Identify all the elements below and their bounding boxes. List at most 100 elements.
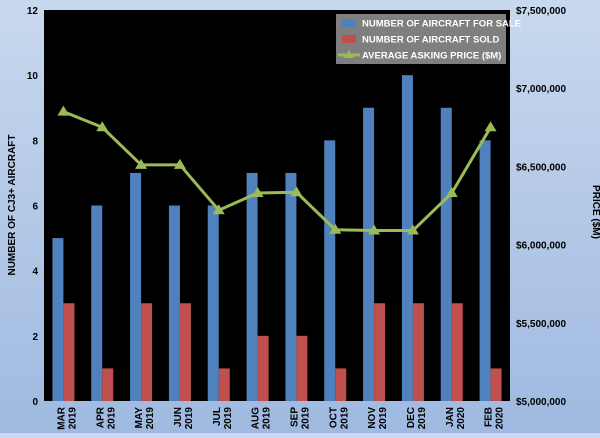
x-tick-year: 2019 — [417, 407, 428, 430]
price-point — [57, 105, 70, 116]
legend-label: NUMBER OF AIRCRAFT SOLD — [362, 35, 500, 46]
bar-for-sale — [52, 238, 64, 401]
x-tick-year: 2019 — [145, 407, 156, 430]
bar-for-sale — [479, 140, 491, 402]
y2-tick-label: $6,000,000 — [516, 241, 566, 252]
x-tick-year: 2019 — [184, 407, 195, 430]
price-point — [368, 224, 381, 235]
y2-tick-label: $7,500,000 — [516, 6, 566, 17]
left-axis-ticks: 0 2 4 6 8 10 12 — [27, 6, 39, 408]
y-tick-label: 8 — [32, 136, 38, 147]
price-point — [96, 121, 109, 132]
x-tick-label: SEP2019 — [289, 407, 311, 430]
bar-sold — [451, 303, 463, 401]
price-point — [212, 204, 225, 215]
x-tick-year: 2019 — [262, 407, 273, 430]
x-tick-year: 2019 — [67, 407, 78, 430]
x-tick-month: DEC — [406, 407, 417, 428]
y-tick-label: 12 — [27, 6, 39, 17]
x-tick-month: FEB — [484, 407, 495, 427]
bar-sold — [374, 303, 386, 401]
x-tick-year: 2020 — [456, 407, 467, 430]
plot-area — [44, 10, 510, 401]
x-tick-month: OCT — [328, 407, 339, 428]
x-tick-year: 2019 — [106, 407, 117, 430]
y-tick-label: 2 — [32, 332, 38, 343]
bar-for-sale — [401, 75, 413, 402]
price-point — [135, 158, 148, 169]
legend-marker — [344, 50, 354, 58]
legend-box — [336, 14, 506, 64]
bar-sold — [63, 303, 75, 401]
bar-for-sale — [285, 172, 297, 401]
bar-for-sale — [324, 140, 336, 402]
y2-tick-label: $5,500,000 — [516, 319, 566, 330]
bar-for-sale — [91, 205, 103, 401]
x-axis-ticks: MAR2019 APR2019 MAY2019 JUN2019 JUL2019 AUG20… — [56, 406, 505, 430]
y-tick-label: 0 — [32, 397, 38, 408]
bar-sold — [102, 368, 114, 401]
y-tick-label: 10 — [27, 71, 39, 82]
x-tick-month: JUL — [212, 407, 223, 426]
price-point — [173, 158, 186, 169]
x-tick-month: JAN — [445, 407, 456, 427]
x-tick-year: 2019 — [300, 407, 311, 430]
x-tick-month: AUG — [251, 407, 262, 429]
bar-sold — [490, 368, 502, 401]
x-tick-label: MAR2019 — [56, 406, 78, 430]
legend: NUMBER OF AIRCRAFT FOR SALE NUMBER OF AIR… — [336, 14, 521, 64]
x-tick-month: JUN — [173, 407, 184, 427]
x-tick-month: NOV — [367, 407, 378, 429]
x-tick-year: 2020 — [495, 407, 506, 430]
x-tick-year: 2019 — [378, 407, 389, 430]
bar-sold — [257, 335, 269, 401]
x-tick-label: NOV2019 — [367, 407, 389, 430]
x-tick-label: FEB2020 — [484, 407, 506, 430]
bar-for-sale — [440, 107, 452, 401]
x-tick-year: 2019 — [339, 407, 350, 430]
y-tick-label: 6 — [32, 202, 38, 213]
bar-sold — [335, 368, 347, 401]
price-point — [445, 186, 458, 197]
y2-tick-label: $6,500,000 — [516, 162, 566, 173]
y2-tick-label: $5,000,000 — [516, 397, 566, 408]
bar-sold — [218, 368, 230, 401]
price-point — [406, 224, 419, 235]
price-point — [484, 121, 497, 132]
price-point — [251, 186, 264, 197]
x-tick-month: SEP — [289, 407, 300, 427]
bar-for-sale — [130, 172, 142, 401]
bar-for-sale — [168, 205, 180, 401]
legend-label: AVERAGE ASKING PRICE ($M) — [362, 51, 501, 62]
x-tick-label: JUN2019 — [173, 407, 195, 430]
y2-tick-label: $7,000,000 — [516, 84, 566, 95]
legend-label: NUMBER OF AIRCRAFT FOR SALE — [362, 19, 521, 30]
x-tick-label: AUG2019 — [251, 407, 273, 430]
bar-sold — [141, 303, 153, 401]
x-tick-month: MAR — [56, 406, 67, 430]
x-tick-month: MAY — [134, 407, 145, 429]
bar-for-sale — [246, 172, 258, 401]
price-point — [329, 223, 342, 234]
bar-sold — [296, 335, 308, 401]
legend-swatch — [342, 19, 356, 27]
x-tick-label: JUL2019 — [212, 407, 234, 430]
price-line-path — [62, 110, 492, 233]
bar-sold — [179, 303, 191, 401]
x-tick-month: APR — [95, 406, 106, 428]
x-tick-label: JAN2020 — [445, 407, 467, 430]
x-tick-label: DEC2019 — [406, 407, 428, 430]
y-axis-title: NUMBER OF CJ3+ AIRCRAFT — [7, 134, 18, 275]
price-point — [290, 186, 303, 197]
bars — [52, 75, 502, 402]
bar-sold — [412, 303, 424, 401]
legend-swatch — [342, 35, 356, 43]
y-tick-label: 4 — [32, 267, 38, 278]
right-axis-ticks: $5,000,000 $5,500,000 $6,000,000 $6,500,000… — [516, 6, 566, 408]
y2-axis-title: PRICE ($M) — [590, 185, 600, 239]
bar-for-sale — [207, 205, 219, 401]
x-tick-label: APR2019 — [95, 406, 117, 429]
price-line — [57, 105, 497, 235]
